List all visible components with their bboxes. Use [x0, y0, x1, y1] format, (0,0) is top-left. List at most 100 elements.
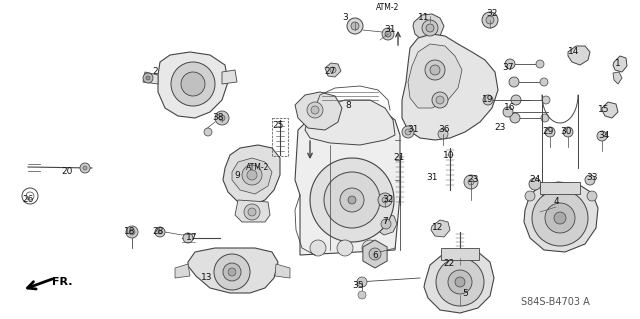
Polygon shape	[524, 182, 598, 252]
Text: 31: 31	[407, 125, 419, 135]
Text: 34: 34	[598, 131, 610, 140]
Polygon shape	[305, 100, 395, 145]
Text: 29: 29	[542, 128, 554, 137]
Text: 17: 17	[186, 234, 198, 242]
Polygon shape	[376, 214, 397, 235]
Circle shape	[214, 254, 250, 290]
Circle shape	[382, 197, 388, 203]
Circle shape	[337, 240, 353, 256]
Bar	[272, 118, 288, 156]
Circle shape	[26, 192, 34, 200]
Polygon shape	[568, 46, 590, 65]
Polygon shape	[235, 200, 270, 222]
Text: 13: 13	[201, 273, 212, 283]
Circle shape	[126, 226, 138, 238]
Circle shape	[432, 92, 448, 108]
Circle shape	[80, 163, 90, 173]
Circle shape	[422, 20, 438, 36]
Text: 28: 28	[152, 227, 164, 236]
Polygon shape	[402, 34, 498, 140]
Text: 6: 6	[372, 250, 378, 259]
Text: 11: 11	[419, 13, 429, 23]
Text: 24: 24	[529, 175, 541, 184]
Text: 14: 14	[568, 48, 580, 56]
Circle shape	[181, 72, 205, 96]
Text: 38: 38	[212, 114, 224, 122]
Text: 1: 1	[615, 60, 621, 69]
Circle shape	[448, 270, 472, 294]
Circle shape	[585, 175, 595, 185]
Circle shape	[307, 102, 323, 118]
Text: 23: 23	[467, 175, 479, 184]
Circle shape	[563, 127, 573, 137]
Circle shape	[204, 128, 212, 136]
Polygon shape	[143, 72, 158, 84]
Text: 10: 10	[444, 152, 455, 160]
Circle shape	[438, 129, 448, 139]
Circle shape	[215, 111, 229, 125]
Circle shape	[529, 178, 541, 190]
Circle shape	[219, 115, 225, 121]
Text: 8: 8	[345, 100, 351, 109]
Circle shape	[22, 188, 38, 204]
Circle shape	[402, 126, 414, 138]
Circle shape	[223, 263, 241, 281]
Circle shape	[310, 240, 326, 256]
Circle shape	[482, 12, 498, 28]
Circle shape	[357, 277, 367, 287]
Polygon shape	[223, 145, 280, 205]
Circle shape	[525, 191, 535, 201]
Polygon shape	[175, 264, 190, 278]
Polygon shape	[325, 63, 341, 77]
Circle shape	[464, 175, 478, 189]
Text: 22: 22	[444, 258, 454, 268]
Circle shape	[330, 67, 336, 73]
Polygon shape	[602, 102, 618, 118]
Circle shape	[536, 60, 544, 68]
Circle shape	[468, 179, 474, 185]
Circle shape	[503, 107, 513, 117]
Circle shape	[483, 95, 493, 105]
Text: 31: 31	[384, 26, 396, 34]
Circle shape	[381, 219, 391, 229]
Polygon shape	[431, 220, 450, 237]
Text: 19: 19	[483, 95, 493, 105]
Text: 18: 18	[124, 227, 136, 236]
Circle shape	[351, 22, 359, 30]
Circle shape	[541, 114, 549, 122]
Text: 4: 4	[553, 197, 559, 206]
Circle shape	[385, 31, 391, 37]
Circle shape	[311, 106, 319, 114]
Text: 9: 9	[234, 172, 240, 181]
Circle shape	[430, 65, 440, 75]
Circle shape	[405, 129, 411, 135]
Circle shape	[348, 196, 356, 204]
Polygon shape	[275, 264, 290, 278]
Text: 37: 37	[502, 63, 514, 72]
Circle shape	[532, 190, 588, 246]
Text: 36: 36	[438, 125, 450, 135]
Circle shape	[242, 165, 262, 185]
Polygon shape	[188, 248, 278, 293]
Circle shape	[347, 18, 363, 34]
Circle shape	[129, 229, 135, 235]
Text: 23: 23	[494, 123, 506, 132]
Polygon shape	[222, 70, 237, 84]
Circle shape	[324, 172, 380, 228]
Circle shape	[542, 96, 550, 104]
Bar	[441, 248, 479, 260]
Circle shape	[382, 28, 394, 40]
Circle shape	[143, 73, 153, 83]
Polygon shape	[158, 52, 228, 118]
Text: 35: 35	[352, 280, 364, 290]
Circle shape	[369, 248, 381, 260]
Polygon shape	[408, 44, 462, 108]
Text: FR.: FR.	[52, 277, 72, 287]
Bar	[540, 182, 580, 194]
Circle shape	[486, 16, 494, 24]
Text: 16: 16	[504, 103, 516, 113]
Polygon shape	[232, 158, 272, 194]
Circle shape	[455, 277, 465, 287]
Text: 21: 21	[394, 153, 404, 162]
Circle shape	[425, 60, 445, 80]
